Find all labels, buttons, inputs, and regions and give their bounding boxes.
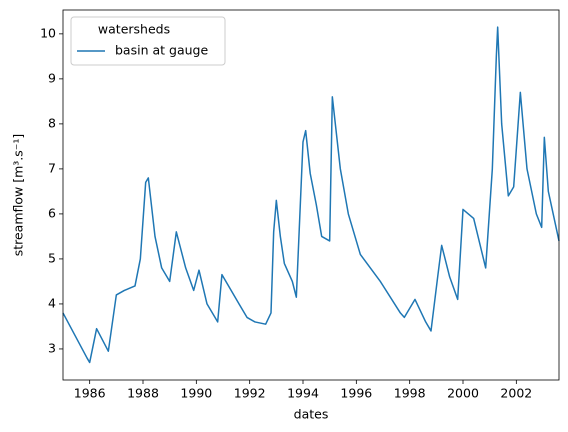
y-tick-label: 3 <box>48 340 56 355</box>
x-tick-label: 2000 <box>447 386 479 401</box>
y-tick-label: 9 <box>48 70 56 85</box>
y-tick-label: 7 <box>48 160 56 175</box>
y-tick-label: 6 <box>48 205 56 220</box>
data-line <box>62 26 560 364</box>
x-tick-label: 1990 <box>180 386 212 401</box>
x-axis-label: dates <box>294 407 329 422</box>
x-tick-label: 1996 <box>340 386 372 401</box>
x-tick-label: 1988 <box>127 386 159 401</box>
x-tick-label: 1986 <box>74 386 106 401</box>
legend-label: basin at gauge <box>115 43 208 58</box>
x-tick-label: 1994 <box>287 386 319 401</box>
y-tick-label: 5 <box>48 250 56 265</box>
x-tick-label: 2002 <box>500 386 532 401</box>
legend: watersheds basin at gauge <box>70 16 226 66</box>
y-tick-label: 8 <box>48 115 56 130</box>
y-tick-label: 10 <box>40 25 56 40</box>
x-tick-label: 1998 <box>394 386 426 401</box>
legend-title: watersheds <box>98 22 170 37</box>
y-axis-label: streamflow [m³.s⁻¹] <box>11 134 26 257</box>
plot-frame <box>62 9 560 381</box>
x-tick-label: 1992 <box>234 386 266 401</box>
y-tick-label: 4 <box>48 295 56 310</box>
legend-box <box>70 16 226 66</box>
